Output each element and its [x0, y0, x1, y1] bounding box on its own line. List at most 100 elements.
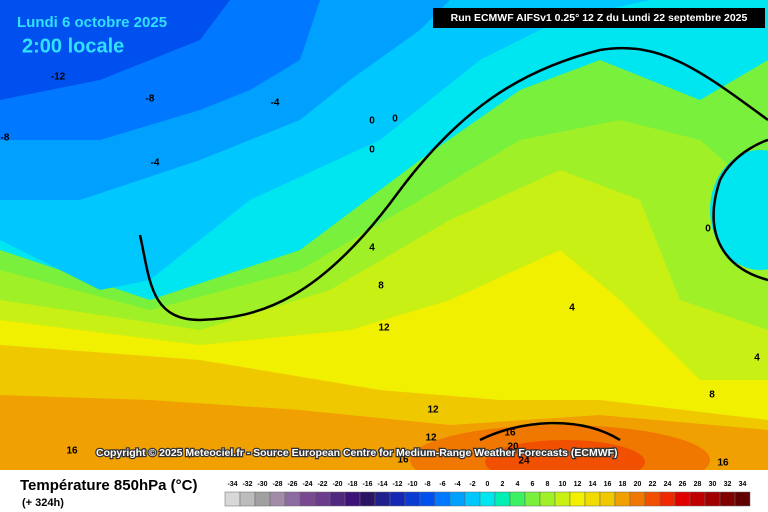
- scale-swatch: [539, 491, 556, 507]
- scale-label: 30: [709, 481, 717, 488]
- scale-label: -10: [407, 481, 417, 488]
- scale-label: -2: [469, 481, 475, 488]
- scale-label: -6: [439, 481, 445, 488]
- forecast-time: 2:00 locale: [22, 35, 124, 57]
- scale-label: 10: [559, 481, 567, 488]
- contour-label: 16: [397, 455, 409, 466]
- scale-swatch: [704, 491, 721, 507]
- scale-swatch: [404, 491, 421, 507]
- scale-swatch: [254, 491, 271, 507]
- contour-label: 12: [425, 433, 437, 444]
- scale-label: -22: [317, 481, 327, 488]
- contour-labels: -12 -8 -4 -8 -4 0 0 0 4 8 12 4 0 4 16 12 12 16 16 20 24 16 8: [1, 72, 761, 469]
- contour-label: 16: [717, 458, 729, 469]
- forecast-date: Lundi 6 octobre 2025: [17, 14, 167, 31]
- scale-swatch: [464, 491, 481, 507]
- band: [0, 0, 230, 100]
- scale-swatch: [479, 491, 496, 507]
- run-info: Run ECMWF AIFSv1 0.25° 12 Z du Lundi 22 …: [451, 12, 748, 24]
- contour-label: 24: [518, 456, 530, 467]
- legend-title: Température 850hPa (°C): [20, 477, 197, 494]
- scale-label: 12: [574, 481, 582, 488]
- contour-label: -12: [51, 72, 66, 83]
- scale-label: 28: [694, 481, 702, 488]
- scale-label: -18: [347, 481, 357, 488]
- scale-swatch: [389, 491, 406, 507]
- contour-label: 12: [427, 405, 439, 416]
- scale-swatch: [599, 491, 616, 507]
- scale-label: -14: [377, 481, 387, 488]
- contour-label: 0: [392, 114, 398, 125]
- contour-label: -4: [151, 158, 160, 169]
- contour-line: [479, 421, 621, 442]
- scale-label: 18: [619, 481, 627, 488]
- temperature-field: [0, 0, 768, 495]
- scale-label: 16: [604, 481, 612, 488]
- scale-label: 32: [724, 481, 732, 488]
- contour-label: 0: [705, 224, 711, 235]
- scale-swatch: [419, 491, 436, 507]
- scale-label: -20: [332, 481, 342, 488]
- scale-swatch: [284, 491, 301, 507]
- contour-label: -8: [146, 94, 155, 105]
- contour-label: 4: [369, 243, 375, 254]
- contour-line: [138, 46, 768, 322]
- run-box: [433, 8, 765, 28]
- scale-label: -12: [392, 481, 402, 488]
- scale-swatch: [434, 491, 451, 507]
- contour-label: 4: [754, 353, 760, 364]
- scale-label: 4: [516, 481, 520, 488]
- scale-swatch: [569, 491, 586, 507]
- contour-label: 8: [709, 390, 715, 401]
- scale-label: -34: [227, 481, 237, 488]
- contour-label: 0: [369, 116, 375, 127]
- contour-label: 20: [507, 442, 519, 453]
- scale-swatch: [359, 491, 376, 507]
- scale-swatch: [239, 491, 256, 507]
- scale-swatch: [674, 491, 691, 507]
- scale-label: 22: [649, 481, 657, 488]
- scale-label: -26: [287, 481, 297, 488]
- scale-swatch: [344, 491, 361, 507]
- scale-swatch: [224, 491, 241, 507]
- contour-label: 12: [378, 323, 390, 334]
- copyright: Copyright © 2025 Meteociel.fr - Source E…: [96, 447, 618, 459]
- scale-label: -16: [362, 481, 372, 488]
- scale-label: 2: [501, 481, 505, 488]
- scale-label: -8: [424, 481, 430, 488]
- scale-label: -32: [242, 481, 252, 488]
- contour-label: 16: [504, 428, 516, 439]
- contour-label: 8: [378, 281, 384, 292]
- scale-label: 0: [486, 481, 490, 488]
- contour-label: 4: [569, 303, 575, 314]
- scale-label: 6: [531, 481, 535, 488]
- scale-swatch: [689, 491, 706, 507]
- scale-label: -30: [257, 481, 267, 488]
- contour-label: 16: [66, 446, 78, 457]
- band: [710, 150, 768, 270]
- scale-swatch: [614, 491, 631, 507]
- scale-swatch: [329, 491, 346, 507]
- scale-swatch: [659, 491, 676, 507]
- scale-swatch: [524, 491, 541, 507]
- contour-line: [712, 138, 768, 282]
- lead-time: (+ 324h): [22, 497, 64, 509]
- scale-swatch: [314, 491, 331, 507]
- scale-swatch: [449, 491, 466, 507]
- scale-label: 34: [739, 481, 747, 488]
- color-scale: -34 -32 -30 -28 -26 -24 -22 -20 -18 -16 -14 -12 -10-…: [224, 481, 751, 507]
- scale-swatch: [629, 491, 646, 507]
- scale-swatch: [554, 491, 571, 507]
- contour-label: 0: [369, 145, 375, 156]
- contour-label: -8: [1, 133, 10, 144]
- scale-swatch: [734, 491, 751, 507]
- scale-swatch: [299, 491, 316, 507]
- scale-swatch: [719, 491, 736, 507]
- scale-swatch: [584, 491, 601, 507]
- contour-label: -4: [271, 98, 280, 109]
- scale-label: 14: [589, 481, 597, 488]
- scale-label: 8: [546, 481, 550, 488]
- scale-label: 26: [679, 481, 687, 488]
